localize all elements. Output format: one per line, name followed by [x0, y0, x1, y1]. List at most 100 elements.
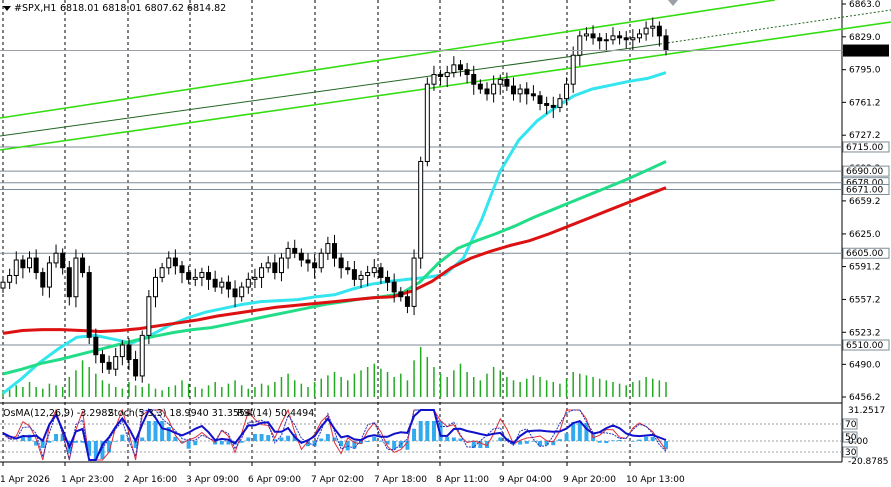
osma-bar [73, 441, 78, 443]
candle-body [7, 274, 13, 283]
dropdown-triangle-icon[interactable] [3, 6, 11, 11]
osma-bar [577, 421, 582, 441]
osma-bar [610, 440, 615, 441]
time-tick-label: 1 Apr 23:00 [61, 475, 114, 485]
osma-bar [193, 441, 198, 446]
candle-body [186, 272, 192, 280]
osma-bar [34, 441, 39, 446]
level-label-box [842, 247, 890, 259]
candle-body [99, 354, 105, 363]
candle-body [418, 160, 424, 259]
candle-body [623, 37, 629, 41]
candle-body [206, 272, 212, 280]
rsi-level-50: 50 [845, 433, 857, 443]
osma-bar [286, 435, 291, 441]
osma-bar [650, 436, 655, 441]
candle-body [411, 257, 417, 307]
candle-body [159, 267, 165, 278]
candle-body [583, 33, 589, 37]
candle-body [219, 281, 225, 288]
candle-body [66, 267, 72, 298]
price-axis: 6863.06829.06795.06761.26727.26693.26659… [0, 0, 890, 467]
osma-bar [20, 435, 25, 441]
price-tick-label: 6863.0 [849, 0, 881, 10]
indicator-axis-bottom: -20.8785 [848, 457, 888, 467]
candle-body [471, 74, 477, 85]
candle-body [285, 247, 291, 259]
candle-body [272, 262, 278, 274]
candle-body [119, 344, 125, 358]
candle-body [431, 74, 437, 85]
candle-body [504, 78, 510, 87]
osma-bar [312, 441, 317, 447]
osma-bar [80, 441, 85, 443]
candle-body [325, 243, 331, 254]
candle-body [212, 278, 218, 288]
level-label-box [842, 183, 890, 195]
osma-bar [93, 441, 98, 459]
chart-shift-marker-icon[interactable] [668, 0, 678, 6]
candle-body [345, 267, 351, 271]
channel-line [0, 21, 891, 151]
candle-body [365, 272, 371, 276]
osma-bar [571, 422, 576, 441]
osma-label: OsMA(12,26,9) -3.2982 [3, 408, 113, 419]
time-tick-label: 1 Apr 2026 [0, 475, 50, 485]
candle-body [199, 272, 205, 278]
candle-body [318, 252, 324, 269]
candle-body [404, 296, 410, 307]
osma-bar [87, 441, 92, 456]
osma-bar [418, 421, 423, 441]
price-tick-label: 6761.2 [849, 98, 881, 108]
osma-bar [219, 441, 224, 445]
candle-body [146, 296, 152, 336]
osma-bar [100, 441, 105, 459]
candle-body [630, 37, 636, 41]
osma-bar [584, 422, 589, 441]
osma-zero-label: 0.00 [848, 437, 868, 447]
osma-bar [398, 441, 403, 448]
candle-body [656, 25, 662, 37]
candle-body [351, 269, 357, 280]
candle-body [358, 274, 364, 280]
rsi-level-30-box [842, 446, 858, 458]
osma-bar [146, 421, 151, 441]
candle-body [643, 27, 649, 35]
candle-body [378, 267, 384, 278]
level-label-box [842, 165, 890, 177]
candle-body [391, 281, 397, 293]
level-label: 6510.00 [846, 341, 883, 351]
osma-bar [478, 441, 483, 448]
rsi-level-70: 70 [845, 420, 857, 430]
osma-bar [451, 437, 456, 441]
candle-body [524, 88, 530, 95]
osma-bar [538, 441, 543, 447]
candle-body [40, 272, 46, 288]
candle-body [590, 33, 596, 39]
rsi-level-30: 30 [845, 448, 857, 458]
osma-bar [126, 437, 131, 441]
osma-bar [153, 421, 158, 441]
candle-body [113, 356, 119, 370]
price-tick-label: 6490.0 [849, 360, 881, 370]
stoch-label: Stoch(5,3,3) 18.9940 31.3554 [108, 408, 251, 419]
candle-body [564, 83, 570, 100]
osma-bar [458, 438, 463, 441]
osma-bar [54, 434, 59, 441]
level-label: 6671.00 [846, 185, 883, 195]
indicator-header: OsMA(12,26,9) -3.2982 Stoch(5,3,3) 18.99… [3, 408, 314, 419]
candle-body [398, 291, 404, 298]
channel-line [0, 43, 661, 137]
candle-body [636, 33, 642, 39]
osma-bar [180, 441, 185, 443]
osma-bar [120, 434, 125, 441]
stoch-main-line [2, 408, 667, 461]
candle-body [332, 243, 337, 259]
rsi-level-70-box [842, 418, 858, 430]
candle-body [139, 334, 145, 377]
candle-body [617, 35, 623, 39]
candle-body [60, 252, 66, 269]
osma-bar [644, 436, 649, 441]
osma-bar [40, 441, 45, 448]
osma-bar [392, 441, 397, 450]
